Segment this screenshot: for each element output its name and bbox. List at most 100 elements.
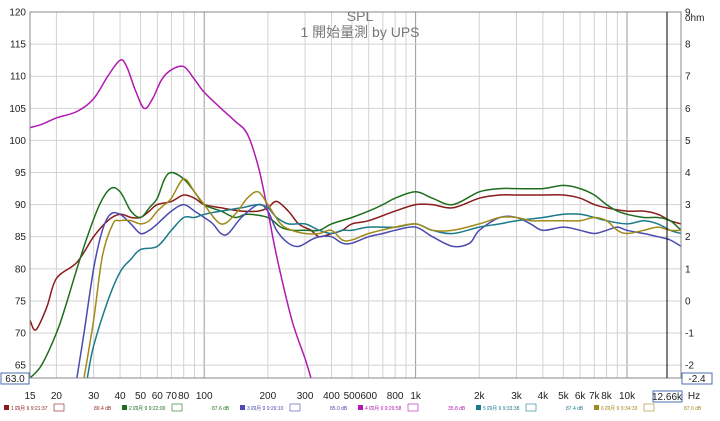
x-tick-label: 5k [558,391,570,402]
y2-tick-label: 8 [685,40,691,51]
y2-tick-label: 7 [685,72,691,83]
y2-tick-label: 6 [685,104,691,115]
legend-swatch [476,405,481,410]
legend-value: 87.4 dB [566,406,584,412]
y2-tick-label: 3 [685,200,691,211]
x-tick-label: 80 [178,391,190,402]
legend-label: 6 四月 9 9:34:33 [601,406,638,412]
y-tick-label: 120 [9,8,26,19]
series-line-5 [86,203,681,378]
legend-label: 3 四月 9 9:29:10 [247,406,284,412]
y2-tick-label: 5 [685,136,691,147]
x-cursor-readout: 12.66k [652,390,683,403]
plot-border [29,11,682,379]
x-tick-label: 8k [601,391,613,402]
x-tick-label: 1k [410,391,422,402]
series-line-6 [83,178,681,378]
legend-button [643,403,655,412]
y-tick-label: 110 [10,72,26,83]
legend-button [289,403,301,412]
legend-entry-6: 6 四月 9 9:34:33 87.0 dB [594,403,702,412]
legend-button [171,403,183,412]
svg-text:63.0: 63.0 [5,374,25,385]
legend-value: 89.4 dB [94,406,112,412]
y-tick-label: 95 [15,168,27,179]
x-tick-label: 2k [474,391,486,402]
svg-text:12.66k: 12.66k [652,392,683,403]
chart-subtitle: 1 開始量測 by UPS [300,24,419,40]
y2-tick-label: 0 [685,296,691,307]
legend-entry-1: 1 四月 9 9:21:37 89.4 dB [4,403,112,412]
svg-text:-2.4: -2.4 [688,374,706,385]
legend-swatch [122,405,127,410]
series-line-3 [76,203,681,378]
series-group [30,59,681,378]
legend-swatch [358,405,363,410]
y2-tick-label: -1 [685,329,694,340]
series-line-2 [30,171,681,378]
legend-entry-3: 3 四月 9 9:29:10 85.0 dB [240,403,348,412]
legend-value: 87.6 dB [212,406,230,412]
y-tick-label: 85 [15,232,27,243]
x-tick-labels: 15 20 30 40 50 60 70 80 100 200 300 400 500 600 800 1k 2… [24,391,636,402]
series-line-1 [30,194,681,331]
legend-button [53,403,65,412]
legend-value: 85.0 dB [330,406,348,412]
series-line-4 [30,59,312,378]
y2-tick-label: 9 [685,8,691,19]
legend-value: 87.0 dB [684,406,702,412]
y-tick-labels: 65 70 75 80 85 90 95 100 105 110 115 120 [9,8,26,372]
x-tick-label: 300 [297,391,314,402]
x-tick-label: 200 [259,391,276,402]
y-tick-label: 65 [15,361,27,372]
x-tick-label: 800 [387,391,404,402]
x-tick-label: 10k [619,391,636,402]
x-tick-label: 500 [344,391,361,402]
legend-button [407,403,419,412]
x-tick-label: 4k [538,391,550,402]
y2-tick-label: 2 [685,232,691,243]
y2-tick-label: 1 [685,264,691,275]
legend-entry-4: 4 四月 9 9:29:58 35.8 dB [358,403,466,412]
grid-lines [30,11,681,378]
legend-label: 1 四月 9 9:21:37 [11,406,48,412]
y-tick-label: 70 [15,329,27,340]
y-tick-label: 75 [15,296,27,307]
x-tick-label: 3k [511,391,523,402]
legend-entry-2: 2 四月 9 9:22:00 87.6 dB [122,403,230,412]
chart-title: SPL [347,8,374,24]
y-tick-label: 105 [9,104,26,115]
x-tick-label: 100 [196,391,213,402]
y2-tick-label: 4 [685,168,691,179]
plot-frame [29,11,682,379]
legend-swatch [4,405,9,410]
y2-cursor-readout: -2.4 [681,372,713,385]
legend-label: 4 四月 9 9:29:58 [365,406,402,412]
x-tick-label: 60 [152,391,164,402]
y-cursor-readout: 63.0 [0,372,30,385]
x-tick-label: 6k [575,391,587,402]
right-axis-unit: ohm [685,13,704,24]
x-tick-label: 70 [166,391,178,402]
y-tick-label: 100 [9,136,26,147]
x-tick-label: 30 [88,391,100,402]
x-tick-label: 15 [24,391,36,402]
legend-swatch [240,405,245,410]
legend-swatch [594,405,599,410]
legend: 1 四月 9 9:21:37 89.4 dB 2 四月 9 9:22:00 87.6 … [4,403,702,412]
y-tick-label: 115 [10,40,26,51]
x-tick-label: 400 [323,391,340,402]
x-tick-label: 40 [114,391,126,402]
x-tick-label: 20 [51,391,63,402]
legend-button [525,403,537,412]
y-tick-label: 80 [15,264,27,275]
legend-label: 5 四月 9 9:33:38 [483,406,520,412]
y2-tick-labels: -2 -1 0 1 2 3 4 5 6 7 8 9 [685,8,694,372]
y2-tick-label: -2 [685,361,694,372]
x-tick-label: 600 [360,391,377,402]
x-tick-label: 7k [589,391,601,402]
legend-entry-5: 5 四月 9 9:33:38 87.4 dB [476,403,584,412]
y-tick-label: 90 [15,200,27,211]
